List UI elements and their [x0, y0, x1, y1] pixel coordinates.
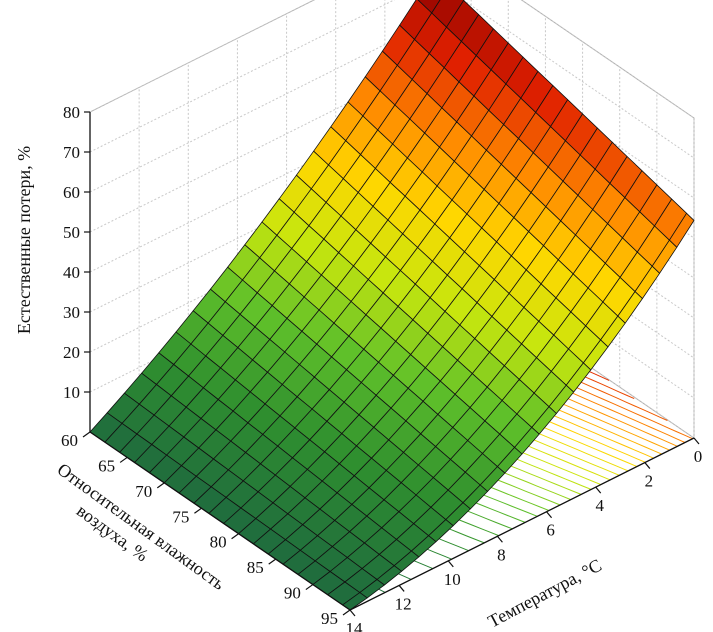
- temperature-tick-mark: [496, 535, 503, 543]
- temperature-tick-mark: [693, 437, 700, 445]
- humidity-tick-mark: [305, 584, 314, 591]
- z-tick-label: 50: [63, 223, 80, 242]
- temperature-axis-title: Температура, °С: [484, 555, 604, 632]
- surface-mesh: [89, 0, 695, 611]
- humidity-tick-labels: 60 65 70 75 80 85 90 95: [61, 431, 338, 628]
- humidity-tick-label: 95: [321, 609, 338, 628]
- humidity-tick-mark: [231, 533, 239, 540]
- humidity-tick-label: 60: [61, 431, 78, 450]
- humidity-tick-label: 80: [210, 533, 227, 552]
- humidity-tick-mark: [342, 609, 351, 616]
- temperature-tick-label: 4: [595, 496, 604, 515]
- temperature-tick-mark: [398, 585, 405, 592]
- z-tick-label: 20: [63, 343, 80, 362]
- humidity-tick-mark: [194, 507, 202, 514]
- humidity-tick-label: 65: [98, 456, 115, 475]
- temperature-axis-line: [349, 437, 695, 611]
- humidity-tick-mark: [82, 431, 91, 438]
- temperature-tick-label: 12: [395, 594, 412, 613]
- temperature-tick-mark: [349, 609, 356, 617]
- z-tick-label: 10: [63, 383, 80, 402]
- wall-grid-line: [89, 0, 695, 119]
- temperature-tick-label: 6: [546, 521, 555, 540]
- humidity-tick-mark: [268, 558, 277, 565]
- z-tick-label: 70: [63, 143, 80, 162]
- humidity-tick-label: 85: [247, 558, 264, 577]
- temperature-tick-mark: [546, 511, 553, 519]
- temperature-tick-label: 8: [497, 545, 506, 564]
- z-tick-label: 40: [63, 263, 80, 282]
- z-axis-title: Естественные потери, %: [14, 146, 34, 334]
- z-tick-labels: 10 20 30 40 50 60 70 80: [63, 103, 80, 402]
- humidity-tick-mark: [119, 456, 128, 463]
- humidity-tick-mark: [156, 482, 165, 489]
- humidity-tick-label: 90: [284, 584, 301, 603]
- temperature-tick-mark: [644, 462, 651, 469]
- humidity-axis-line: [89, 431, 351, 611]
- humidity-tick-label: 75: [172, 507, 189, 526]
- z-tick-label: 80: [63, 103, 80, 122]
- humidity-tick-label: 70: [135, 482, 152, 501]
- temperature-tick-label: 14: [346, 619, 364, 632]
- temperature-tick-label: 10: [444, 570, 461, 589]
- temperature-tick-mark: [447, 560, 454, 568]
- axes: [82, 111, 700, 617]
- wall-grid-line: [89, 0, 695, 159]
- z-tick-label: 60: [63, 183, 80, 202]
- temperature-tick-label: 2: [645, 472, 654, 491]
- temperature-tick-labels: 0 2 4 6 8 10 12 14: [346, 447, 703, 632]
- temperature-tick-label: 0: [694, 447, 703, 466]
- temperature-tick-mark: [595, 486, 602, 494]
- z-tick-label: 30: [63, 303, 80, 322]
